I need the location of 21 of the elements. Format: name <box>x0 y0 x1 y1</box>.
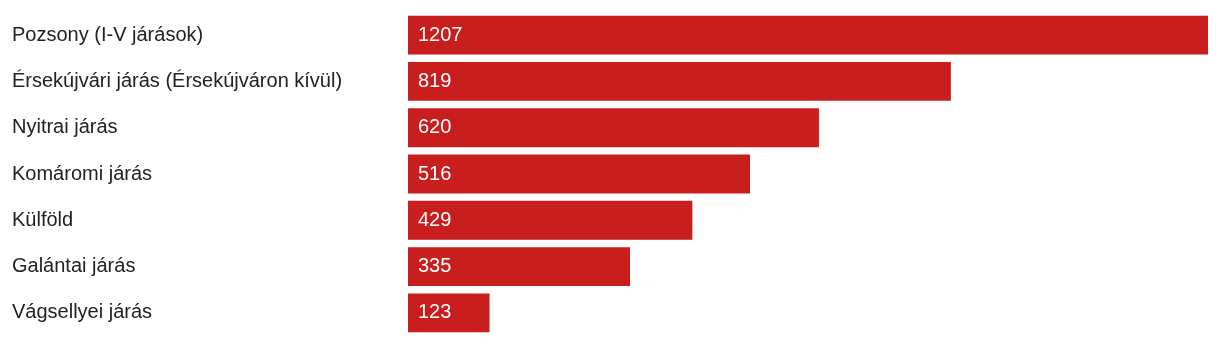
bar <box>408 247 631 287</box>
bar <box>408 61 951 101</box>
data-label: 516 <box>418 161 452 184</box>
bar <box>408 15 1208 55</box>
y-tick-label: Érsekújvári járás (Érsekújváron kívül) <box>12 68 343 91</box>
y-tick-label: Nyitrai járás <box>12 115 118 138</box>
y-tick-label: Vágsellyei járás <box>12 300 153 323</box>
y-tick-label: Külföld <box>12 207 74 230</box>
data-label: 123 <box>418 300 452 323</box>
bar <box>408 293 490 333</box>
y-tick-label: Pozsony (I-V járások) <box>12 22 204 45</box>
data-label: 1207 <box>418 22 463 45</box>
data-label: 620 <box>418 115 452 138</box>
data-label: 335 <box>418 254 452 277</box>
y-tick-label: Galántai járás <box>12 254 136 277</box>
data-label: 429 <box>418 207 452 230</box>
bar <box>408 108 819 148</box>
y-tick-label: Komáromi járás <box>12 161 153 184</box>
bar <box>408 200 693 240</box>
bar <box>408 154 751 194</box>
data-label: 819 <box>418 68 452 91</box>
